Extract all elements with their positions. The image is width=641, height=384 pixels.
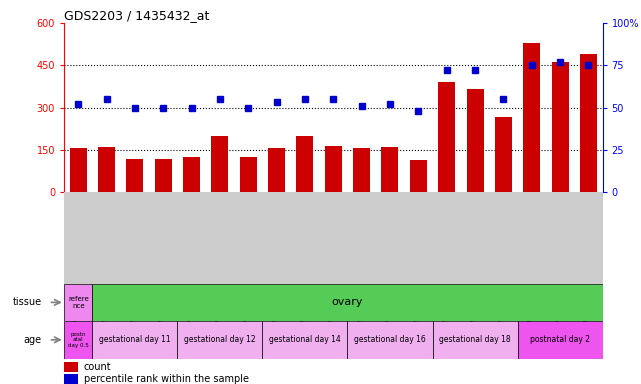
Bar bbox=[64, 374, 78, 384]
Bar bbox=[262, 321, 347, 359]
Bar bbox=[551, 63, 569, 192]
Bar bbox=[70, 148, 87, 192]
Text: gestational day 12: gestational day 12 bbox=[184, 335, 256, 344]
Bar bbox=[353, 148, 370, 192]
Bar bbox=[467, 89, 483, 192]
Text: ovary: ovary bbox=[332, 297, 363, 308]
Bar bbox=[517, 321, 603, 359]
Bar bbox=[325, 146, 342, 192]
Bar bbox=[64, 284, 92, 321]
Bar bbox=[154, 159, 172, 192]
Bar bbox=[580, 54, 597, 192]
Text: tissue: tissue bbox=[12, 297, 42, 308]
Bar bbox=[126, 159, 144, 192]
Bar bbox=[297, 136, 313, 192]
Text: gestational day 18: gestational day 18 bbox=[439, 335, 511, 344]
Text: refere
nce: refere nce bbox=[68, 296, 88, 309]
Text: percentile rank within the sample: percentile rank within the sample bbox=[84, 374, 249, 384]
Text: age: age bbox=[23, 335, 42, 345]
Bar bbox=[178, 321, 262, 359]
Bar bbox=[212, 136, 228, 192]
Bar bbox=[98, 147, 115, 192]
Bar bbox=[64, 362, 78, 372]
Text: gestational day 16: gestational day 16 bbox=[354, 335, 426, 344]
Text: postnatal day 2: postnatal day 2 bbox=[530, 335, 590, 344]
Bar bbox=[240, 157, 257, 192]
Bar bbox=[438, 82, 455, 192]
Bar bbox=[183, 157, 200, 192]
Text: GDS2203 / 1435432_at: GDS2203 / 1435432_at bbox=[64, 9, 210, 22]
Text: postn
atal
day 0.5: postn atal day 0.5 bbox=[68, 331, 88, 348]
Bar bbox=[495, 118, 512, 192]
Bar bbox=[433, 321, 517, 359]
Bar bbox=[381, 147, 399, 192]
Bar bbox=[410, 160, 427, 192]
Bar bbox=[92, 321, 178, 359]
Bar bbox=[268, 148, 285, 192]
Bar bbox=[64, 321, 92, 359]
Text: gestational day 14: gestational day 14 bbox=[269, 335, 341, 344]
Text: gestational day 11: gestational day 11 bbox=[99, 335, 171, 344]
Bar bbox=[523, 43, 540, 192]
Text: count: count bbox=[84, 361, 112, 372]
Bar bbox=[347, 321, 433, 359]
